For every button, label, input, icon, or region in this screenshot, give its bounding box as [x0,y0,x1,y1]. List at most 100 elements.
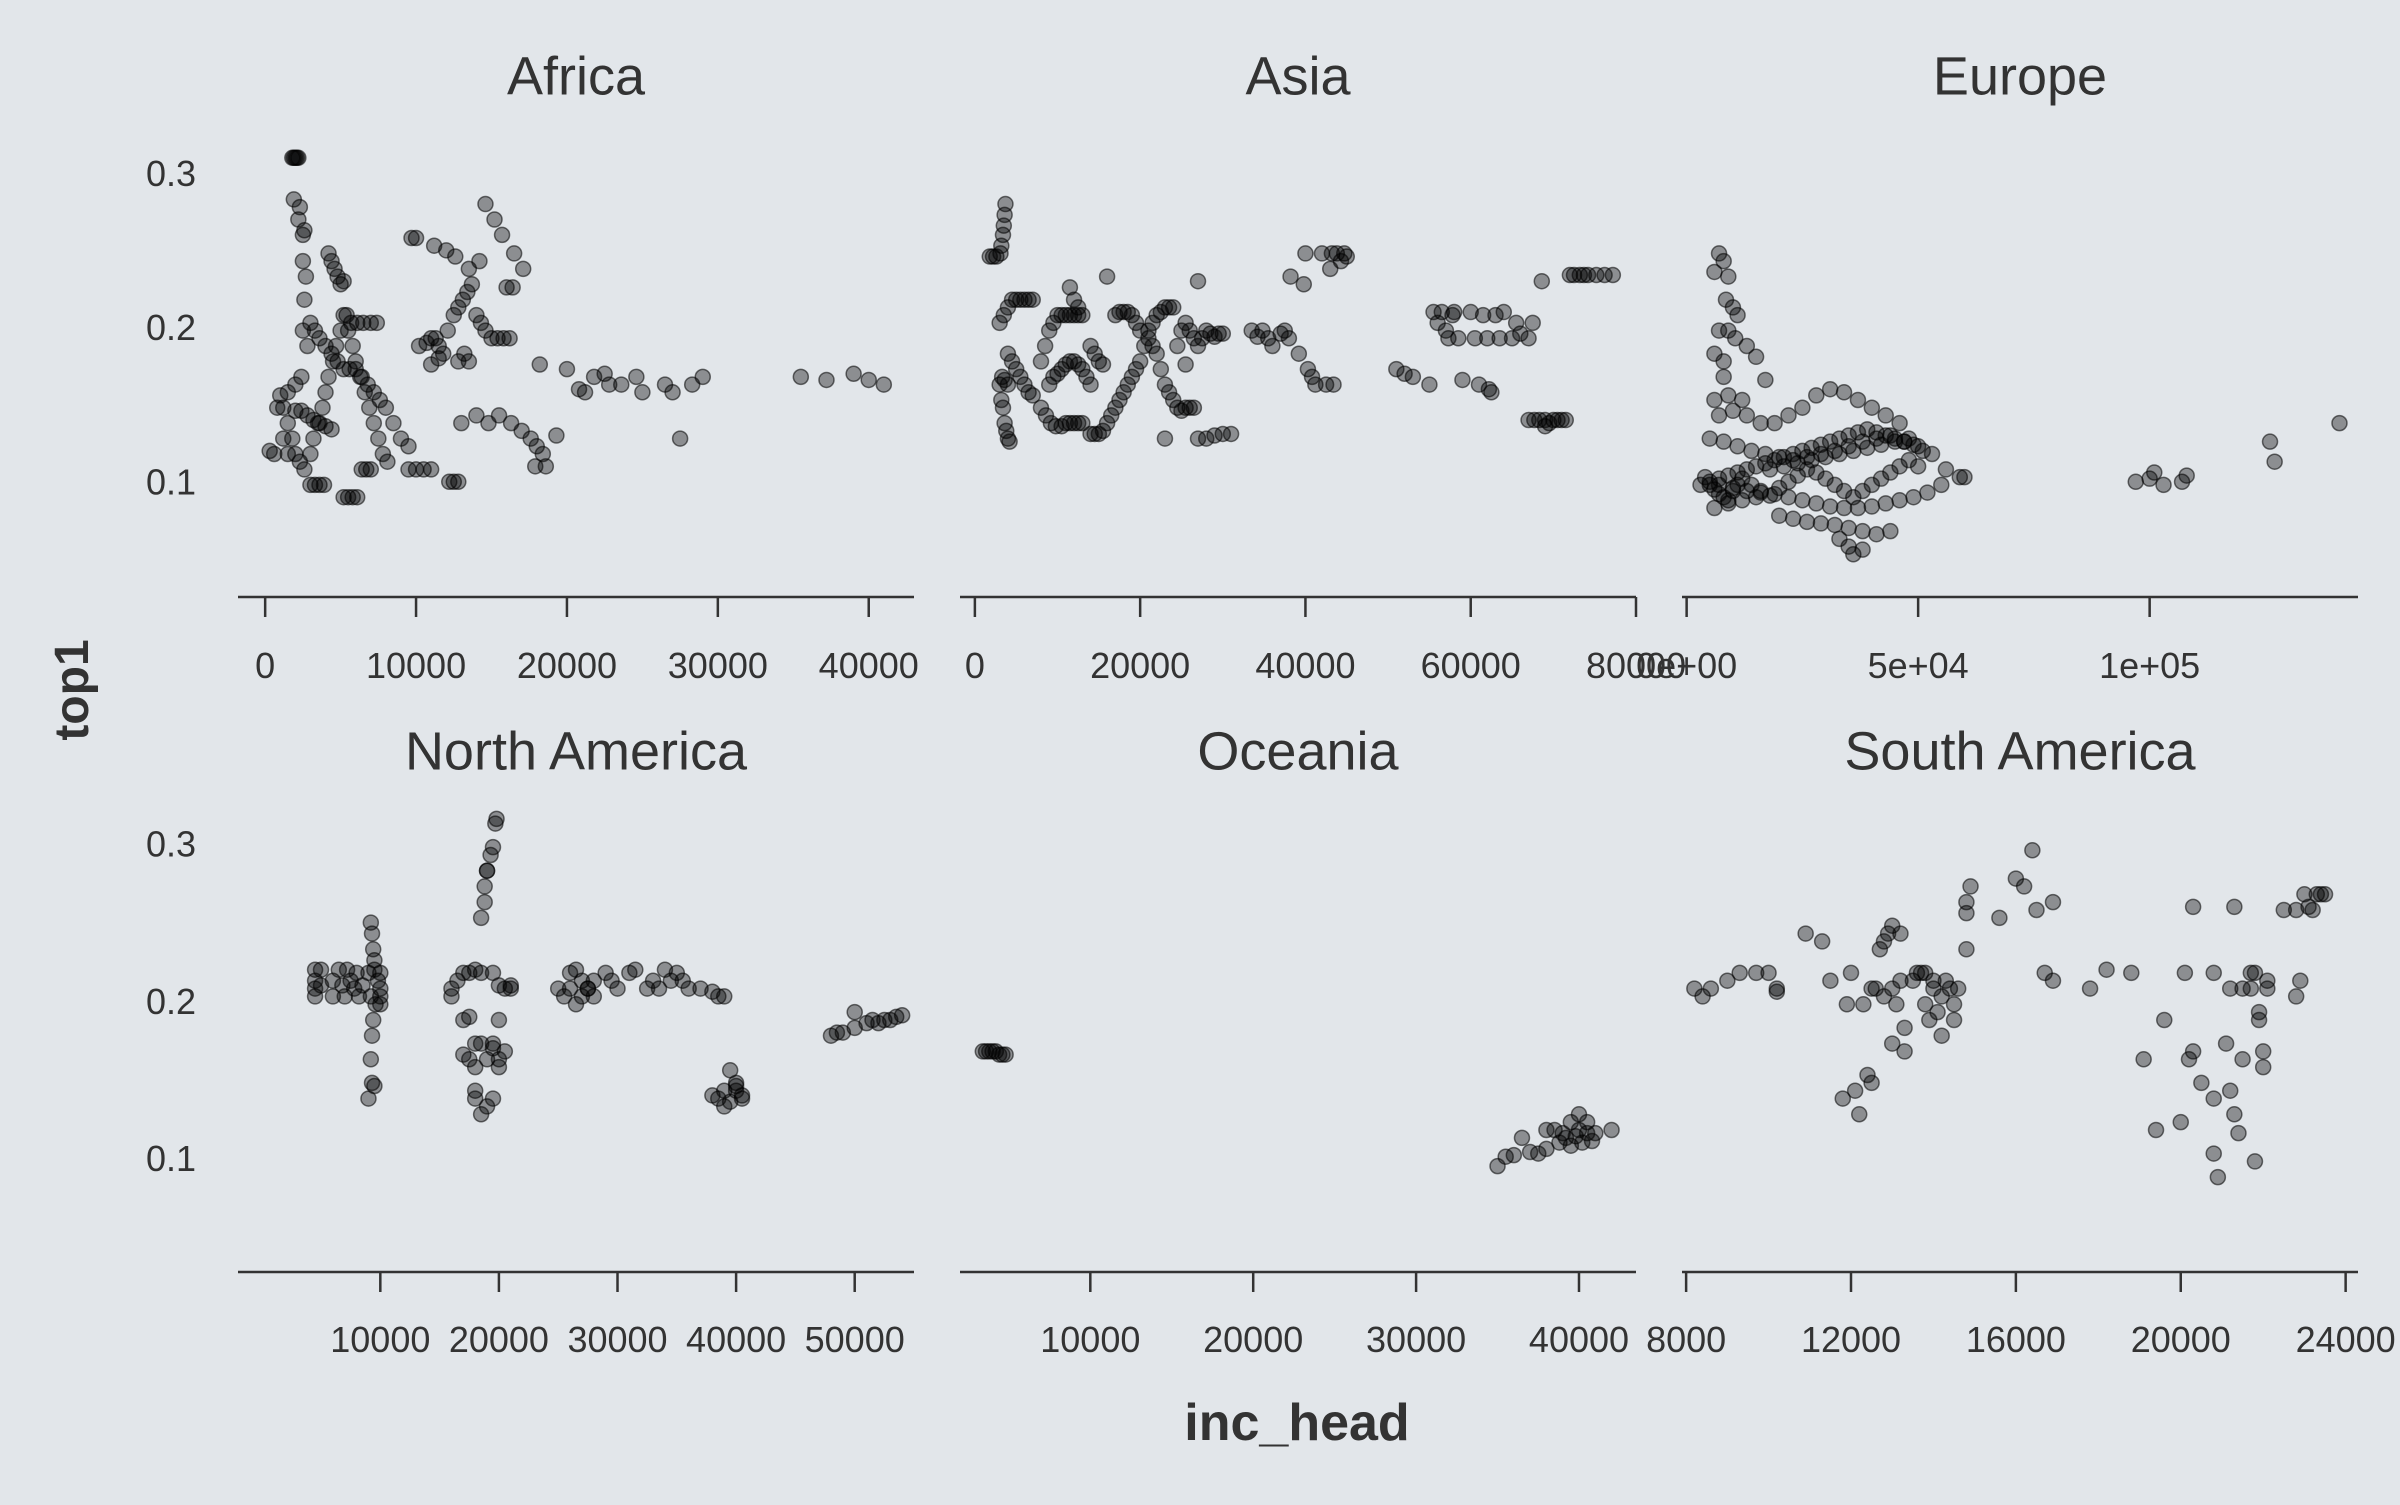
data-point [1726,330,1744,347]
data-point [1578,1113,1596,1131]
data-point [1702,980,1720,997]
data-point [1789,467,1807,484]
x-tick-label: 0 [965,645,985,686]
data-point [1098,414,1116,432]
data-point [1483,384,1500,401]
data-point [585,988,603,1005]
data-point [1325,376,1342,393]
data-point [1715,252,1732,270]
data-point [860,371,877,389]
data-point [1512,325,1529,342]
data-point [450,299,467,316]
data-point [680,980,697,997]
data-point [1082,376,1099,393]
data-point [1738,407,1756,424]
data-point [1849,391,1867,409]
data-point [302,314,319,332]
data-point [1131,353,1149,370]
data-point [302,445,319,463]
x-tick-label: 1e+05 [2099,645,2200,686]
x-axis-label: inc_head [1184,1394,1409,1452]
data-point [363,925,381,942]
data-point [1057,306,1075,324]
data-point [997,1046,1014,1063]
data-point [1495,303,1513,321]
x-tick-label: 20000 [1090,645,1190,686]
data-point [1082,337,1099,355]
data-point [335,272,352,290]
data-point [1538,1140,1555,1158]
data-point [1738,461,1756,478]
data-point [463,276,481,293]
data-point [377,399,395,416]
data-point [1061,279,1079,296]
data-point [425,237,443,254]
data-point [2123,964,2140,982]
data-point [1545,411,1562,429]
data-point [1845,488,1862,506]
data-point [1956,468,1973,486]
data-point [1107,399,1124,416]
data-point [1808,387,1825,404]
data-point [1747,964,1765,982]
data-point [1895,433,1913,450]
data-point [2176,964,2194,982]
data-point [1933,476,1950,494]
data-point [466,1058,484,1076]
data-point [1156,430,1174,447]
data-point [1888,996,1905,1013]
data-point [489,330,506,347]
data-point [2184,898,2202,916]
data-point [1282,268,1299,285]
data-point [576,384,594,401]
data-point [1173,322,1190,339]
data-point [627,961,644,978]
data-point [1770,479,1788,497]
data-point [1766,451,1783,469]
data-point [306,322,324,339]
data-point [490,1058,508,1076]
data-point [2217,1035,2235,1052]
data-point [1177,314,1194,332]
data-point [1474,306,1492,324]
data-point [1958,941,1975,958]
data-point [1834,1090,1852,1107]
data-point [1812,515,1830,532]
data-point [297,268,315,285]
data-point [400,438,417,455]
x-tick-label: 30000 [1366,1319,1466,1360]
data-point [1868,525,1885,543]
data-point [1826,476,1844,494]
data-point [1859,1066,1876,1084]
data-point [1821,380,1839,398]
x-tick-label: 20000 [517,645,617,686]
data-point [279,414,297,432]
data-point [1945,996,1963,1013]
x-tick-label: 0 [255,645,275,686]
data-point [1061,414,1079,432]
data-point [478,862,496,879]
data-point [1123,306,1141,324]
data-point [302,476,319,494]
data-point [1757,455,1774,472]
data-point [1299,360,1317,378]
data-point [1579,266,1597,284]
data-point [1858,421,1876,438]
data-point [502,980,520,997]
data-point [1817,470,1834,487]
data-point [1049,306,1066,324]
data-point [472,909,490,927]
data-point [876,1011,893,1029]
data-point [1937,972,1955,989]
data-point [353,461,370,478]
data-point [453,414,470,432]
data-point [490,1011,508,1029]
x-tick-label: 40000 [1255,645,1355,686]
data-point [2193,1074,2210,1092]
data-point [1923,445,1941,463]
x-tick-label: 30000 [567,1319,667,1360]
data-point [1905,436,1922,453]
data-point [2316,886,2334,903]
data-point [2242,980,2260,997]
data-point [1587,1124,1604,1142]
